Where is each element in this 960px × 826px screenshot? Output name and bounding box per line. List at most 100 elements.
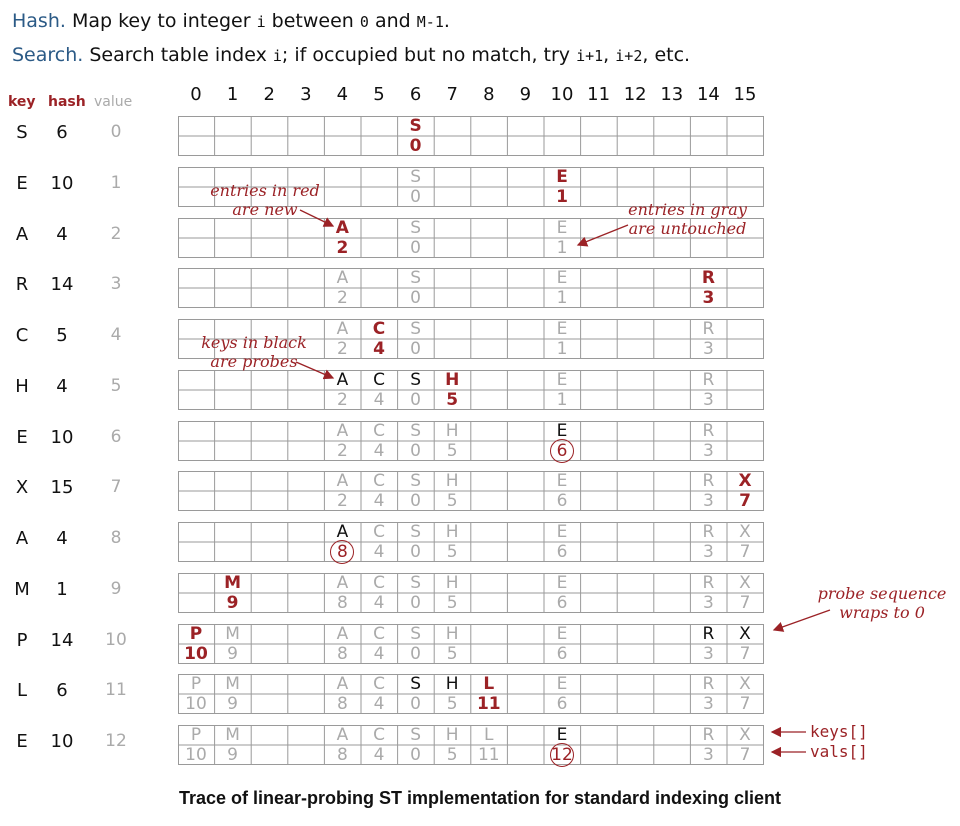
key-cell: S — [410, 369, 421, 390]
row-key: A — [15, 223, 29, 245]
key-cell: E — [556, 725, 568, 745]
vals-array-label: vals[] — [810, 742, 868, 761]
index-label: 10 — [550, 84, 574, 105]
search-term: Search. — [12, 44, 84, 66]
hash-code-m: M-1 — [416, 13, 444, 31]
key-cell: H — [445, 471, 459, 492]
value-cell: 0 — [409, 136, 422, 156]
search-text-2: ; if occupied but no match, try — [281, 44, 571, 66]
table-snapshot-row: P M A C S H L E R X 10 9 8 4 0 5 11 12 3 7 — [178, 725, 764, 767]
value-cell: 0 — [410, 491, 421, 512]
value-cell: 0 — [410, 186, 421, 207]
value-cell: 10 — [184, 643, 208, 664]
index-label: 6 — [409, 84, 422, 105]
key-cell: P — [190, 725, 202, 745]
key-cell: R — [702, 725, 715, 745]
key-cell: X — [739, 572, 751, 593]
index-label: 9 — [519, 84, 532, 105]
hash-text-3: and — [374, 10, 411, 32]
value-cell: 7 — [739, 592, 751, 613]
row-key: R — [15, 274, 29, 296]
row-key: X — [15, 477, 29, 499]
key-cell: S — [410, 268, 421, 289]
key-cell: A — [336, 268, 349, 289]
key-cell: M — [225, 674, 240, 695]
key-cell: A — [336, 420, 349, 441]
value-cell: 11 — [476, 694, 501, 715]
key-cell: X — [739, 623, 751, 644]
value-cell: 5 — [446, 745, 458, 765]
value-cell: 6 — [556, 694, 568, 715]
value-cell: 5 — [446, 389, 459, 410]
value-cell: 12 — [551, 745, 573, 765]
key-cell: E — [556, 674, 568, 695]
value-cell: 7 — [739, 491, 751, 512]
key-cell: S — [410, 572, 421, 593]
row-value: 5 — [110, 375, 122, 396]
key-cell: P — [190, 674, 202, 695]
annotation-wraps: probe sequence wraps to 0 — [817, 584, 947, 622]
search-code-i2: i+2 — [615, 47, 643, 65]
row-key: E — [16, 731, 28, 752]
value-cell: 2 — [336, 491, 348, 512]
key-cell: C — [373, 522, 385, 542]
key-cell: X — [739, 725, 751, 745]
key-cell: S — [410, 471, 421, 492]
value-cell: 2 — [336, 339, 348, 359]
search-text-3: , — [603, 44, 610, 66]
value-cell: 3 — [702, 643, 714, 664]
row-key: E — [16, 426, 28, 448]
value-cell: 9 — [227, 643, 238, 664]
hash-code-i: i — [256, 13, 266, 31]
row-value: 9 — [110, 578, 122, 599]
row-hash: 1 — [56, 578, 68, 600]
row-key: A — [15, 528, 29, 549]
key-cell: X — [739, 522, 751, 542]
result-circle — [330, 540, 355, 564]
table-snapshot-row: M A C S H E R X 9 8 4 0 5 6 3 7 — [178, 572, 764, 613]
row-hash: 5 — [56, 325, 68, 346]
value-cell: 4 — [373, 745, 385, 765]
search-text-1: Search table index — [89, 44, 267, 66]
row-key: P — [16, 629, 28, 651]
hash-term: Hash. — [12, 10, 66, 32]
row-hash: 4 — [56, 223, 68, 245]
value-cell: 2 — [336, 389, 348, 410]
key-cell: S — [410, 217, 421, 238]
value-cell: 0 — [410, 694, 421, 715]
key-cell: A — [335, 217, 349, 238]
value-cell: 3 — [702, 694, 714, 715]
row-value: 4 — [110, 325, 122, 345]
key-cell: S — [410, 319, 421, 339]
index-label: 14 — [696, 84, 720, 105]
value-cell: 6 — [556, 643, 568, 664]
key-cell: R — [702, 369, 715, 390]
key-cell: E — [556, 268, 568, 289]
value-cell: 3 — [702, 440, 714, 461]
table-snapshot-row: S E 0 1 — [178, 166, 764, 207]
value-cell: 7 — [739, 643, 751, 664]
row-key: S — [16, 122, 28, 143]
index-label: 12 — [623, 84, 647, 105]
annotation-untouched: entries in gray are untouched — [628, 200, 747, 238]
value-cell: 6 — [556, 592, 568, 613]
value-cell: 2 — [336, 237, 349, 258]
hash-text-1: Map key to integer — [71, 10, 251, 32]
row-key: E — [16, 172, 28, 194]
key-cell: R — [702, 572, 715, 593]
value-cell: 3 — [702, 592, 714, 613]
value-cell: 1 — [556, 186, 568, 207]
key-cell: A — [336, 725, 349, 745]
key-cell: E — [556, 217, 568, 238]
search-text-4: , etc. — [642, 44, 691, 66]
table-snapshot-row: A S E R 2 0 1 3 — [178, 268, 764, 309]
value-cell: 4 — [373, 592, 385, 613]
key-cell: R — [702, 522, 715, 542]
row-key: L — [16, 680, 28, 702]
table-snapshot-row: A C S H E R X 2 4 0 5 6 3 7 — [178, 471, 764, 512]
key-cell: A — [336, 674, 349, 695]
key-cell: M — [224, 572, 242, 593]
value-cell: 10 — [185, 745, 207, 765]
row-key: M — [14, 578, 30, 600]
value-cell: 8 — [336, 745, 348, 765]
